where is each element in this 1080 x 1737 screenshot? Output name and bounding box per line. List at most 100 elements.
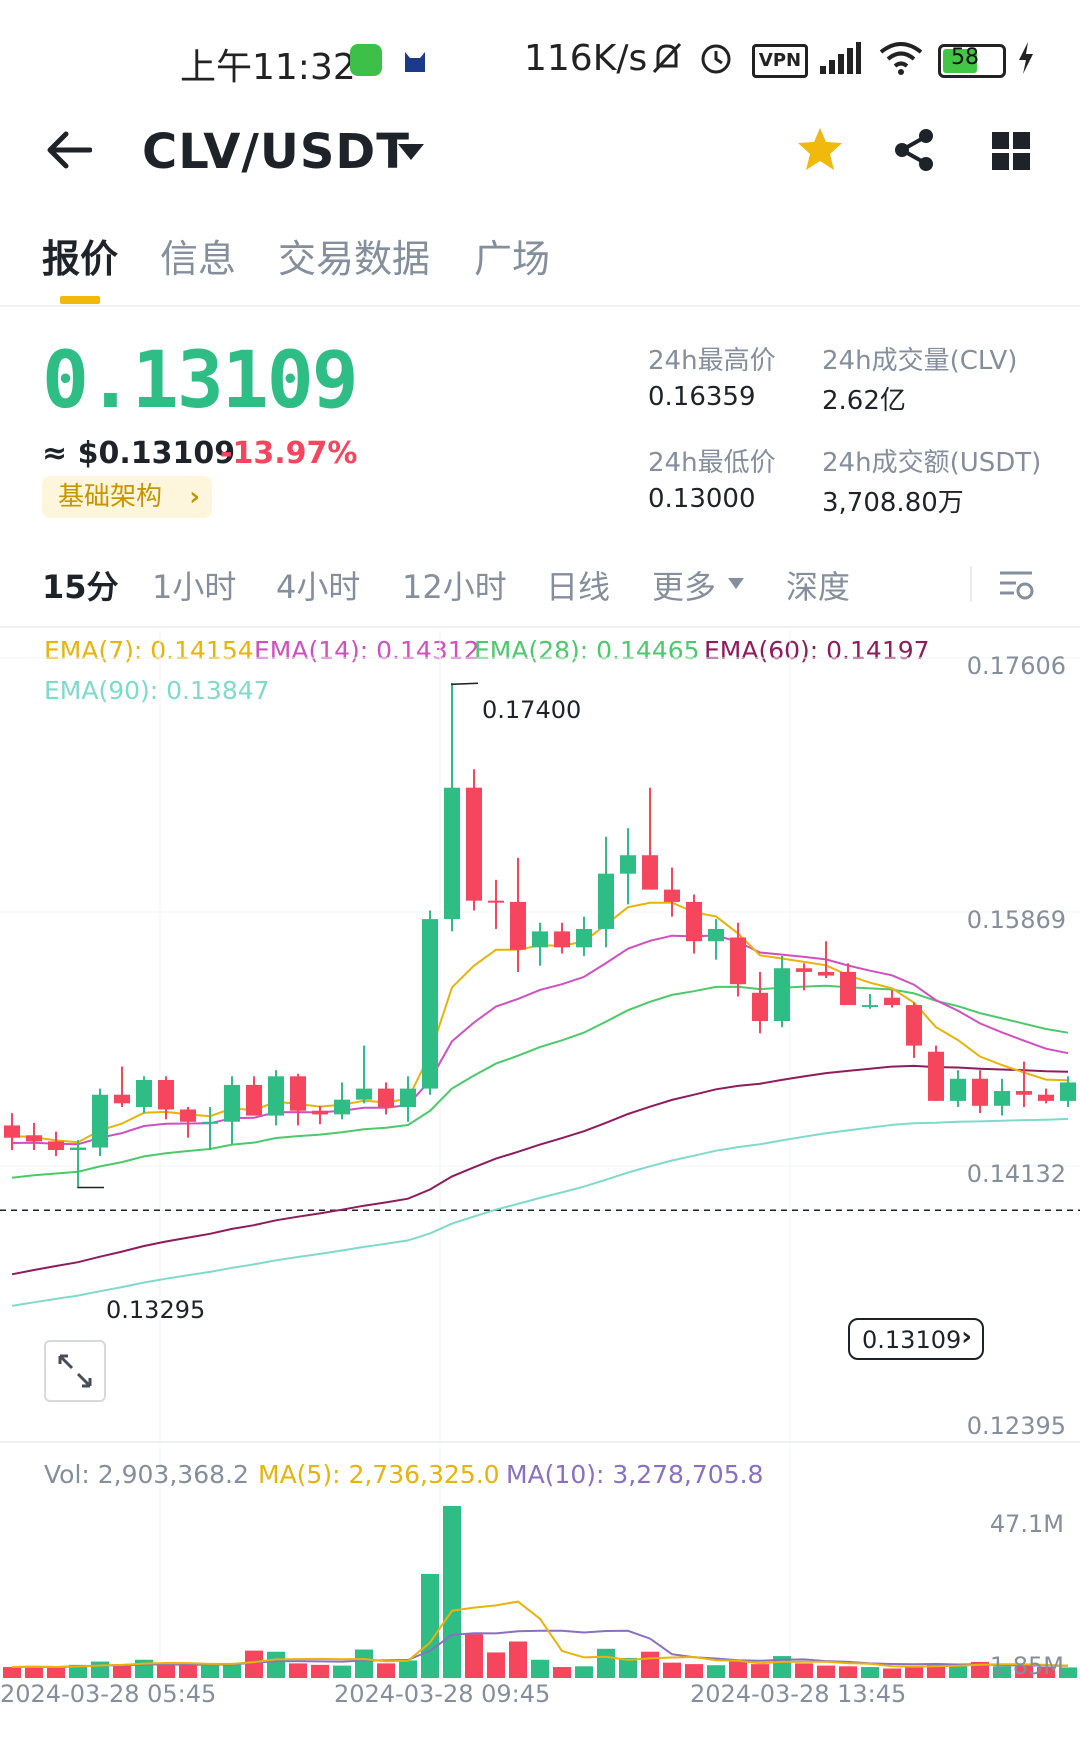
trading-pair-title[interactable]: CLV/USDT (142, 124, 411, 180)
candle-body (334, 1099, 350, 1115)
last-price: 0.13109 (42, 336, 359, 426)
candle-body (444, 787, 460, 920)
volume-bar (751, 1664, 769, 1678)
volume-quote-label: 24h成交额(USDT) (822, 448, 1042, 478)
interval-4h[interactable]: 4小时 (276, 568, 361, 606)
volume-bar (333, 1665, 351, 1678)
grid-menu-icon[interactable] (992, 132, 1030, 170)
candle-body (950, 1078, 966, 1101)
volume-bar (223, 1664, 241, 1678)
tab-trading-data[interactable]: 交易数据 (278, 237, 431, 281)
interval-selector: 15分 1小时 4小时 12小时 日线 更多 深度 (0, 562, 1080, 612)
candle-body (202, 1121, 218, 1124)
price-axis-top: 0.17606 (966, 652, 1066, 680)
charging-icon (1019, 42, 1033, 74)
candle-body (246, 1084, 262, 1116)
grid-lines (0, 630, 1080, 1680)
candle-body (312, 1110, 328, 1115)
candlestick-chart[interactable] (0, 630, 1080, 1700)
candle-body (290, 1076, 306, 1111)
cat-app-icon (405, 52, 425, 72)
back-arrow-icon[interactable] (46, 130, 92, 170)
volume-bar (817, 1665, 835, 1678)
high-marker-line (451, 682, 479, 686)
alarm-icon (701, 44, 731, 74)
volume-ma10-label: MA(10): 3,278,705.8 (506, 1460, 764, 1489)
volume-label: Vol: 2,903,368.2 (44, 1460, 249, 1489)
volume-bar (575, 1666, 593, 1678)
candle-body (994, 1091, 1010, 1106)
volume-bar (641, 1651, 659, 1678)
candle-body (554, 931, 570, 948)
volume-bar (509, 1641, 527, 1678)
favorite-star-icon[interactable] (796, 126, 844, 172)
volume-bar (355, 1649, 373, 1678)
candle-body (796, 968, 812, 972)
ema14-label: EMA(14): 0.14312 (254, 636, 480, 665)
tab-quote[interactable]: 报价 (42, 237, 119, 281)
candle-body (1038, 1094, 1054, 1101)
candle-body (664, 889, 680, 902)
volume-bar (993, 1666, 1011, 1678)
battery-fill (943, 49, 977, 73)
price-change-percent: -13.97% (220, 436, 358, 471)
candle-body (510, 901, 526, 950)
volume-bar (267, 1651, 285, 1678)
candle-body (928, 1051, 944, 1101)
interval-1h[interactable]: 1小时 (152, 568, 237, 606)
volume-bar (245, 1650, 263, 1678)
candle-body (840, 971, 856, 1006)
volume-bar (47, 1667, 65, 1678)
notification-app-icon (350, 44, 382, 76)
volume-bar (1037, 1667, 1055, 1678)
volume-bar (685, 1664, 703, 1678)
vpn-badge: VPN (752, 44, 808, 78)
expand-icon (58, 1354, 92, 1388)
ema90-line (11, 1117, 1069, 1307)
candle-body (862, 1005, 878, 1008)
candle-body (730, 937, 746, 985)
tab-info[interactable]: 信息 (160, 237, 237, 281)
candle-body (422, 919, 438, 1089)
candle-body (268, 1076, 284, 1116)
candle-body (576, 928, 592, 948)
candle-body (774, 968, 790, 1022)
candle-body (180, 1109, 196, 1122)
chevron-right-icon: › (189, 482, 200, 512)
volume-bar (91, 1661, 109, 1678)
more-caret-icon[interactable] (728, 578, 744, 589)
candle-body (4, 1125, 20, 1138)
time-axis-label: 2024-03-28 09:45 (334, 1680, 551, 1708)
current-price-tag[interactable]: 0.13109 › (848, 1318, 984, 1360)
interval-more[interactable]: 更多 (652, 568, 717, 606)
tab-square[interactable]: 广场 (474, 237, 551, 281)
low-value: 0.13000 (648, 484, 756, 514)
volume-bar (729, 1659, 747, 1678)
volume-bar (3, 1667, 21, 1678)
interval-15m[interactable]: 15分 (42, 568, 119, 606)
volume-bar (311, 1664, 329, 1678)
bell-off-icon (652, 42, 682, 74)
interval-12h[interactable]: 12小时 (402, 568, 507, 606)
chart-settings-icon[interactable] (998, 568, 1034, 602)
tab-depth[interactable]: 深度 (786, 568, 851, 606)
share-icon[interactable] (892, 128, 936, 172)
fullscreen-button[interactable] (44, 1340, 106, 1402)
volume-base-value: 2.62亿 (822, 386, 906, 416)
candle-body (906, 1005, 922, 1046)
volume-axis-top: 47.1M (989, 1510, 1064, 1538)
interval-daily[interactable]: 日线 (546, 568, 611, 606)
battery-icon: 58 (938, 44, 1006, 78)
ema28-label: EMA(28): 0.14465 (474, 636, 700, 665)
category-tag[interactable]: 基础架构 › (42, 476, 212, 518)
candle-body (818, 971, 834, 976)
candles (4, 682, 1076, 1189)
volume-bar (1059, 1667, 1077, 1678)
volume-bar (531, 1659, 549, 1678)
candle-body (598, 873, 614, 929)
pair-dropdown-caret-icon[interactable] (398, 144, 424, 160)
volume-bar (597, 1648, 615, 1678)
low-price-marker: 0.13295 (106, 1296, 206, 1324)
candle-body (1016, 1091, 1032, 1095)
candle-body (466, 787, 482, 901)
